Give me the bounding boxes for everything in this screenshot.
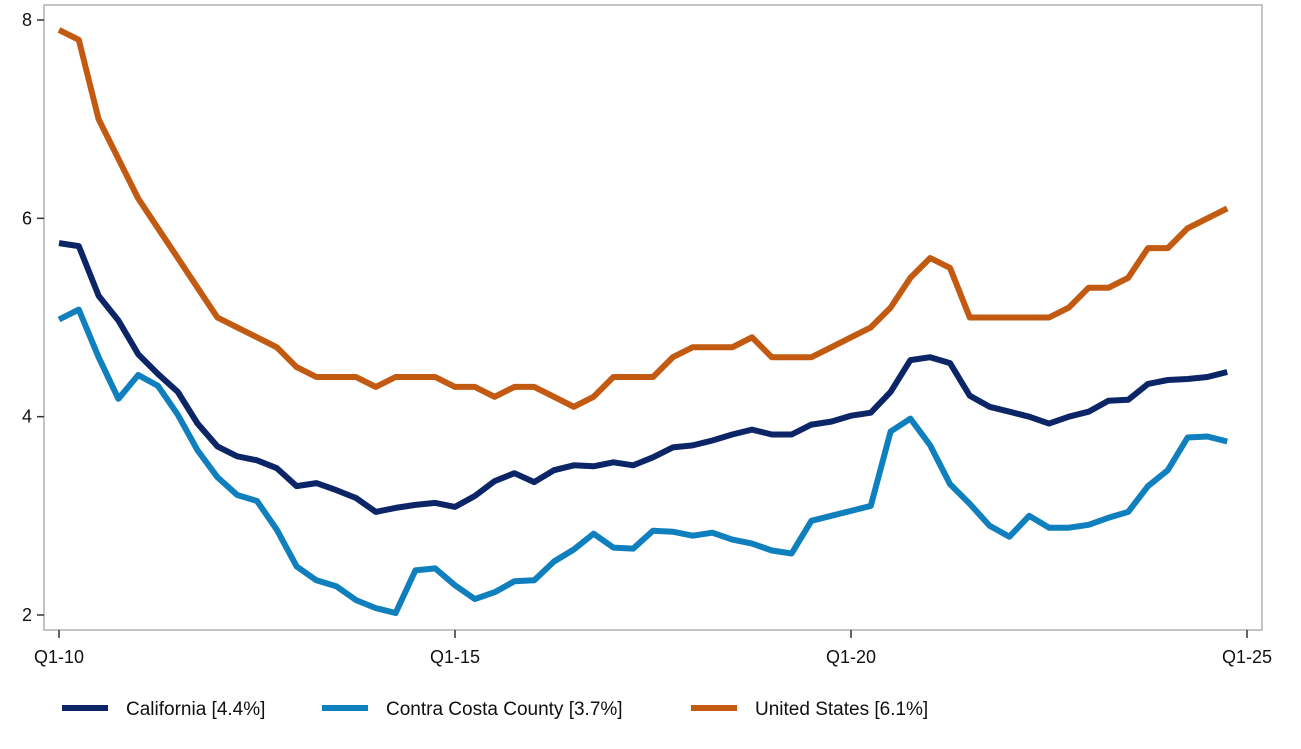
x-tick-label: Q1-10 (34, 647, 84, 667)
legend: California [4.4%] Contra Costa County [3.… (62, 699, 928, 720)
y-axis: 2 4 6 8 (22, 10, 44, 625)
y-tick-label: 8 (22, 10, 32, 30)
legend-label: United States [6.1%] (755, 699, 928, 720)
x-tick-label: Q1-20 (826, 647, 876, 667)
series-line-united-states (57, 27, 1229, 410)
series-line-contra-costa-county (57, 306, 1228, 616)
x-axis: Q1-10 Q1-15 Q1-20 Q1-25 (34, 630, 1272, 667)
legend-label: Contra Costa County [3.7%] (386, 699, 623, 720)
y-tick-label: 6 (22, 208, 32, 228)
legend-label: California [4.4%] (126, 699, 265, 720)
y-tick-label: 4 (22, 407, 32, 427)
x-tick-label: Q1-15 (430, 647, 480, 667)
series-lines (57, 27, 1229, 616)
y-tick-label: 2 (22, 605, 32, 625)
plot-frame (43, 4, 1263, 631)
series-line-california (58, 240, 1228, 515)
x-tick-label: Q1-25 (1222, 647, 1272, 667)
